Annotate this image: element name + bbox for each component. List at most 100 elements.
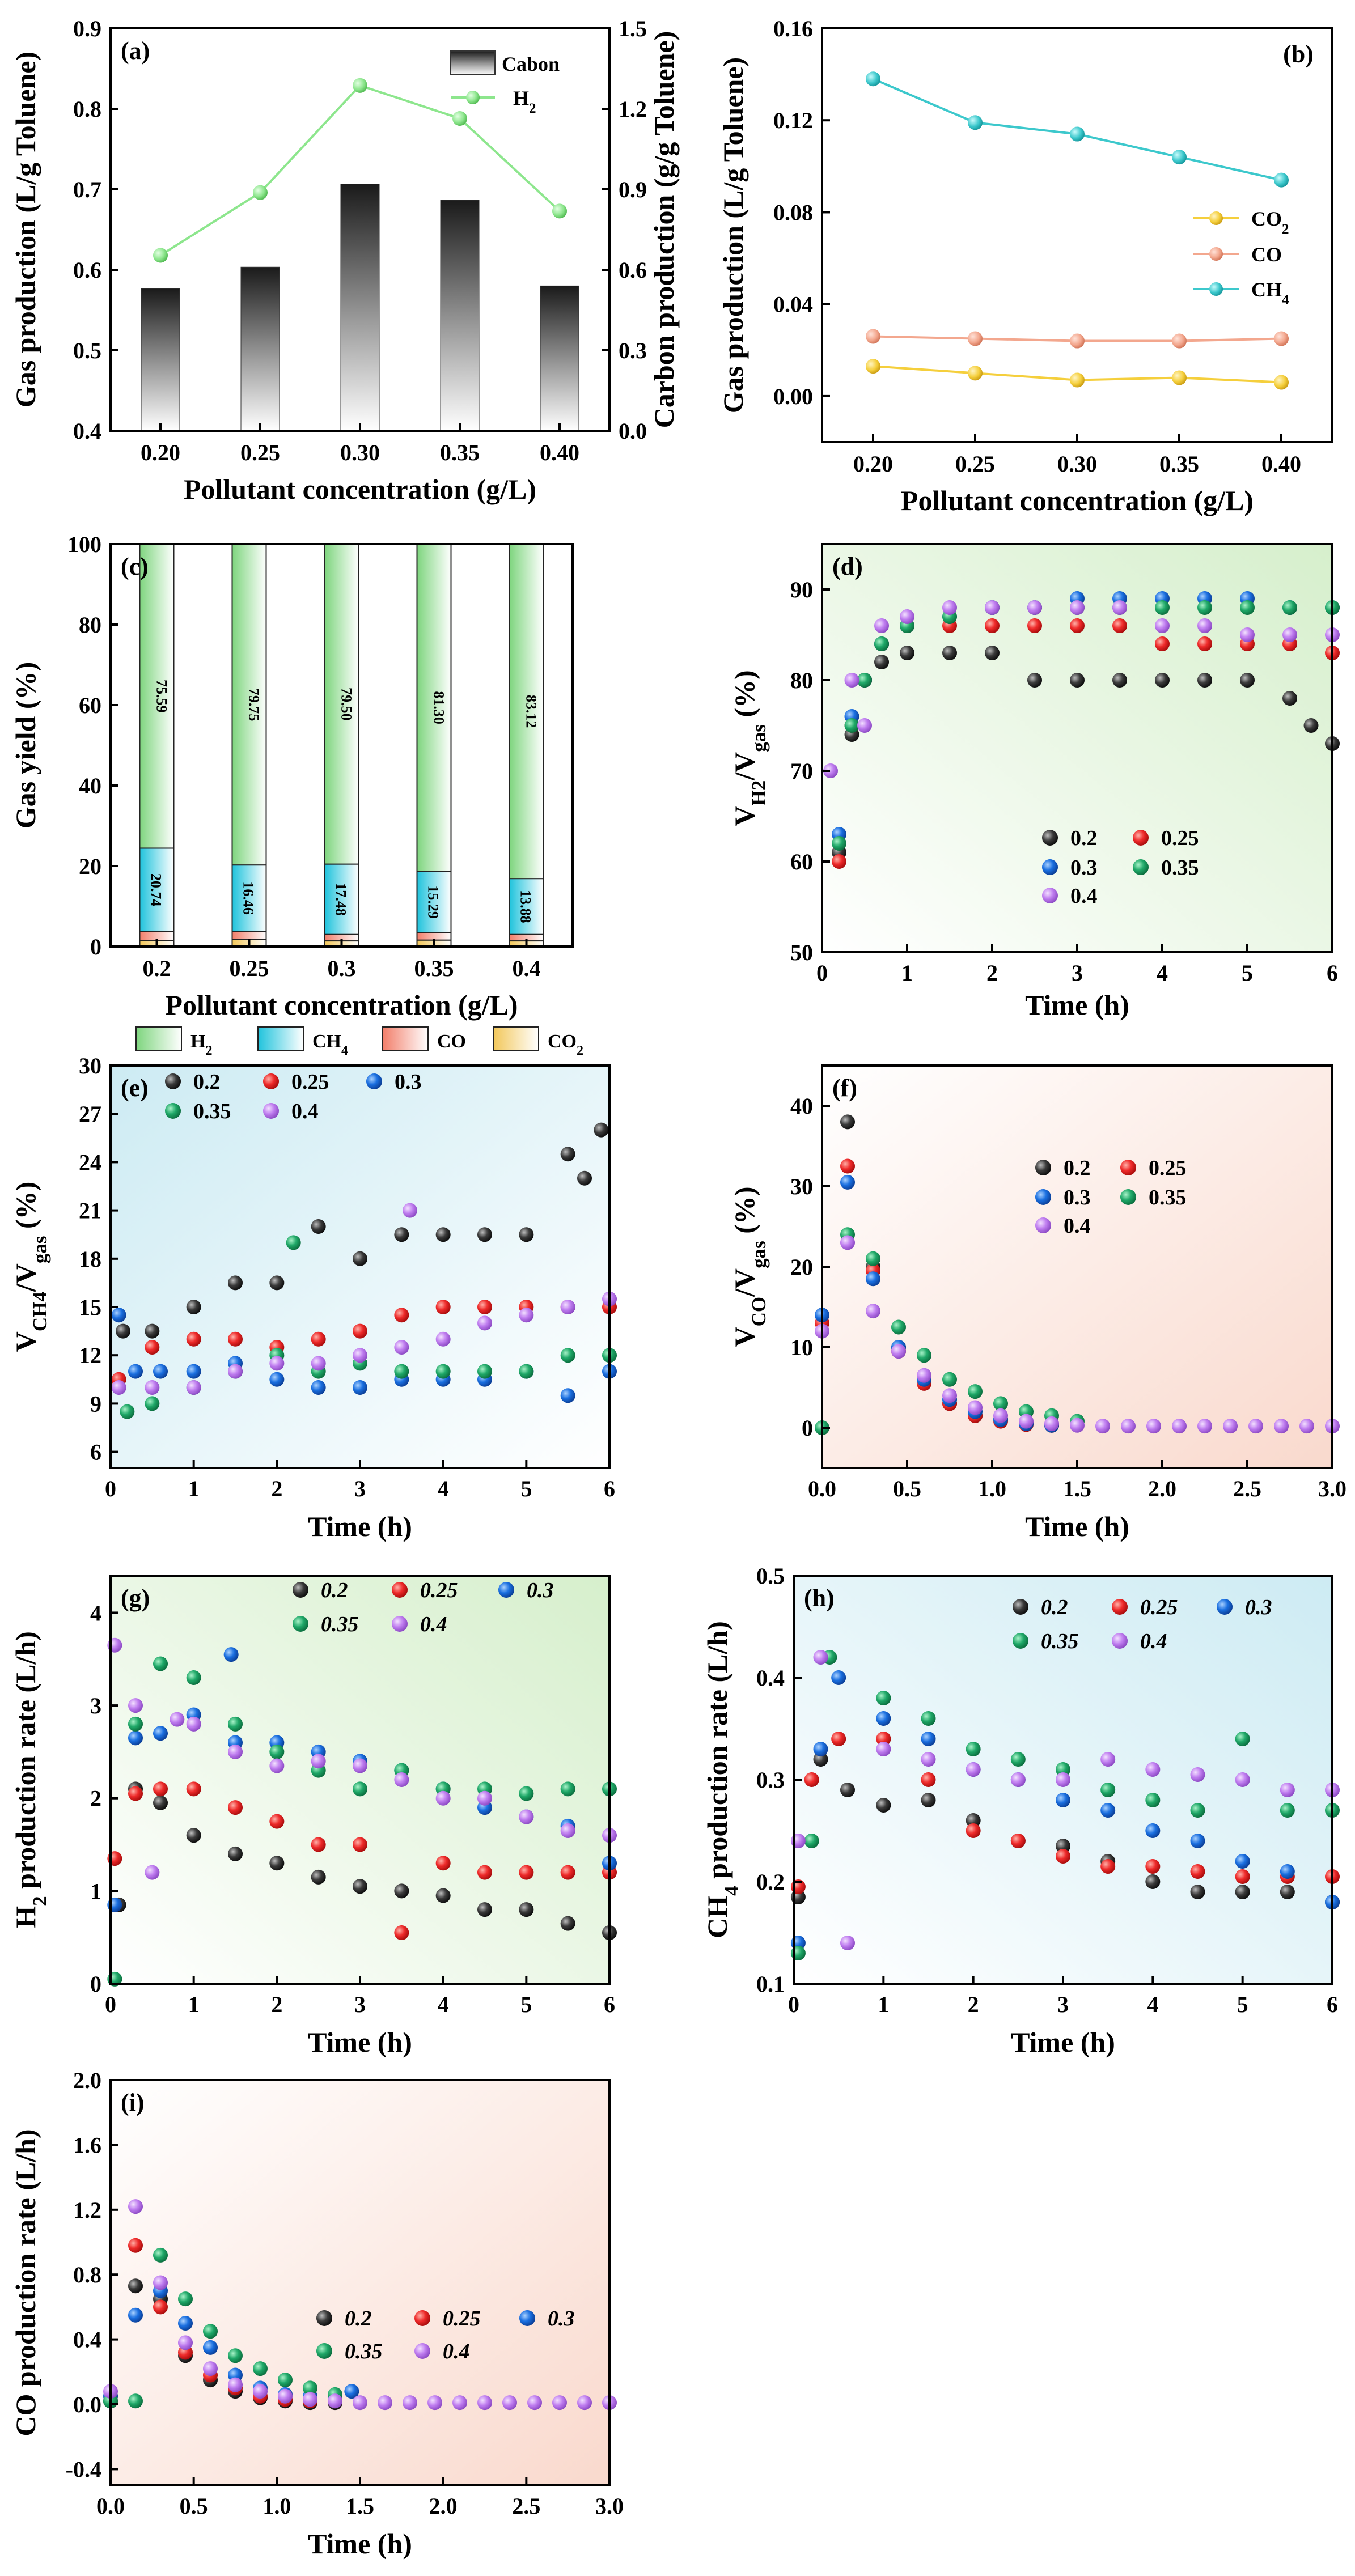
x-axis-title: Time (h) bbox=[1025, 1510, 1129, 1542]
legend-marker-0_2 bbox=[316, 2310, 332, 2326]
legend-label-0_25: 0.25 bbox=[291, 1070, 329, 1094]
point-co bbox=[866, 329, 880, 344]
legend-label-0_3: 0.3 bbox=[1245, 1595, 1272, 1619]
y-tick-label: 2.0 bbox=[73, 2068, 101, 2093]
carbon-bar bbox=[240, 266, 280, 431]
label-part: CO bbox=[748, 1297, 770, 1327]
point-0_35 bbox=[560, 1781, 575, 1797]
point-0_25 bbox=[1010, 1834, 1026, 1848]
x-tick-label: 0.30 bbox=[340, 440, 380, 465]
point-co bbox=[1172, 333, 1187, 349]
point-0_4 bbox=[253, 2384, 268, 2399]
x-tick-label: 2 bbox=[271, 1476, 282, 1501]
point-0_2 bbox=[1280, 1885, 1295, 1899]
point-0_2 bbox=[966, 1813, 981, 1828]
point-ch4 bbox=[866, 71, 880, 87]
point-co bbox=[968, 331, 983, 346]
point-0_4 bbox=[874, 618, 889, 633]
point-0_35 bbox=[804, 1834, 819, 1848]
x-tick-label: 0.30 bbox=[1057, 451, 1097, 477]
legend-label-0_3: 0.3 bbox=[395, 1070, 422, 1094]
y-tick-label: 0.00 bbox=[773, 384, 813, 409]
point-0_25 bbox=[985, 618, 1000, 633]
point-0_35 bbox=[1282, 600, 1297, 615]
stack-segment-ch4 bbox=[139, 847, 175, 932]
point-0_4 bbox=[228, 1744, 243, 1759]
point-0_4 bbox=[900, 609, 914, 624]
point-0_4 bbox=[435, 1790, 451, 1806]
point-0_2 bbox=[840, 1783, 855, 1797]
legend-marker-0_25 bbox=[1120, 1160, 1136, 1175]
legend-marker-co2 bbox=[1209, 211, 1223, 225]
legend-label-h2: H2 bbox=[190, 1031, 212, 1058]
point-0_2 bbox=[353, 1879, 367, 1894]
panel-label: (d) bbox=[832, 553, 863, 580]
plot-background bbox=[111, 2080, 609, 2485]
label-part: V bbox=[10, 1331, 41, 1352]
x-tick-label: 0.35 bbox=[440, 440, 480, 465]
legend-swatch-co2 bbox=[493, 1026, 539, 1051]
label-part: /V bbox=[10, 1263, 41, 1292]
label-part: CO bbox=[437, 1031, 466, 1052]
point-0_4 bbox=[993, 1408, 1008, 1423]
point-0_3 bbox=[840, 1174, 855, 1190]
point-0_2 bbox=[560, 1147, 575, 1162]
legend-label-0_2: 0.2 bbox=[193, 1070, 221, 1094]
legend-label-0_35: 0.35 bbox=[1161, 856, 1199, 880]
point-0_4 bbox=[1100, 1752, 1116, 1767]
point-0_4 bbox=[519, 1809, 534, 1824]
legend-marker-0_4 bbox=[1035, 1217, 1051, 1233]
x-tick-label: 4 bbox=[1157, 960, 1168, 986]
x-tick-label: 0.5 bbox=[180, 2493, 208, 2519]
y-tick-label: 0.2 bbox=[756, 1869, 785, 1895]
point-0_2 bbox=[1145, 1874, 1161, 1889]
label-part: CO bbox=[1251, 207, 1282, 230]
legend-label-0_4: 0.4 bbox=[420, 1612, 447, 1636]
point-0_2 bbox=[228, 1846, 243, 1861]
bar-label-h2: 75.59 bbox=[154, 680, 170, 713]
legend-marker-0_25 bbox=[414, 2310, 430, 2326]
point-0_4 bbox=[921, 1752, 936, 1767]
label-part: H2 bbox=[748, 780, 770, 806]
legend-marker-0_4 bbox=[414, 2343, 430, 2359]
point-0_4 bbox=[1070, 600, 1085, 615]
point-0_35 bbox=[477, 1364, 492, 1379]
legend-label-0_2: 0.2 bbox=[1070, 826, 1098, 850]
point-0_2 bbox=[560, 1916, 575, 1931]
point-0_4 bbox=[1121, 1419, 1136, 1434]
point-0_4 bbox=[823, 763, 838, 778]
label-part: gas bbox=[748, 724, 770, 752]
legend-label-0_25: 0.25 bbox=[443, 2307, 481, 2331]
x-tick-label: 0.20 bbox=[853, 451, 893, 477]
point-0_3 bbox=[813, 1742, 828, 1756]
point-0_3 bbox=[1056, 1793, 1070, 1807]
point-0_3 bbox=[128, 2307, 143, 2323]
point-0_25 bbox=[128, 1786, 143, 1801]
y-tick-label: 80 bbox=[790, 668, 813, 693]
panel-label: (c) bbox=[121, 553, 149, 580]
x-tick-label: 0.0 bbox=[808, 1476, 836, 1501]
y2-tick-label: 0.0 bbox=[619, 418, 647, 444]
x-tick-label: 2 bbox=[986, 960, 998, 986]
point-0_35 bbox=[560, 1348, 575, 1363]
point-0_35 bbox=[303, 2380, 317, 2396]
point-0_4 bbox=[1070, 1418, 1085, 1433]
point-0_35 bbox=[435, 1364, 451, 1379]
point-0_2 bbox=[942, 646, 957, 660]
point-0_4 bbox=[1010, 1772, 1026, 1787]
legend-label-0_4: 0.4 bbox=[1064, 1214, 1091, 1238]
panel-label: (b) bbox=[1283, 40, 1314, 68]
point-0_4 bbox=[1019, 1414, 1034, 1429]
point-0_4 bbox=[985, 600, 1000, 615]
point-0_4 bbox=[968, 1400, 983, 1415]
point-0_4 bbox=[1027, 600, 1042, 615]
point-0_3 bbox=[866, 1271, 880, 1287]
x-axis-title: Pollutant concentration (g/L) bbox=[165, 989, 518, 1021]
point-0_4 bbox=[844, 673, 859, 688]
point-0_4 bbox=[228, 1364, 243, 1379]
point-0_2 bbox=[1070, 673, 1085, 688]
legend-marker-0_3 bbox=[1035, 1189, 1051, 1205]
label-part: Gas yield (%) bbox=[10, 662, 41, 829]
legend-label-0_25: 0.25 bbox=[1161, 826, 1199, 850]
point-co2 bbox=[968, 366, 983, 381]
